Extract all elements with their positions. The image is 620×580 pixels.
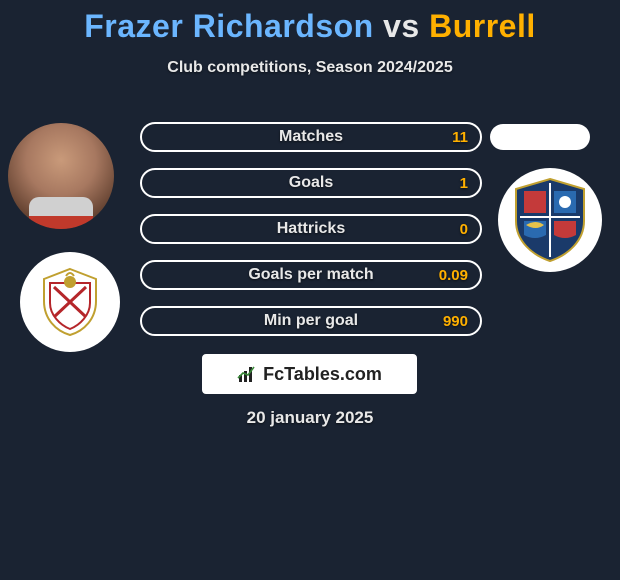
shield-icon [510,175,590,265]
stat-label: Min per goal [264,312,358,330]
stat-row: Matches 11 [140,122,482,152]
shield-icon [40,267,100,337]
stat-label: Goals per match [248,266,373,284]
date-text: 20 january 2025 [0,408,620,428]
stat-player2-value: 11 [452,129,468,146]
player2-avatar [490,124,590,150]
comparison-title: Frazer Richardson vs Burrell [0,0,620,45]
stat-row: Goals 1 [140,168,482,198]
bar-chart-icon [237,364,257,384]
stat-player2-value: 0 [460,221,468,238]
stat-label: Hattricks [277,220,345,238]
stat-row: Hattricks 0 [140,214,482,244]
stat-player2-value: 990 [443,313,468,330]
branding-text: FcTables.com [263,364,382,385]
player1-avatar [8,123,114,229]
stat-player2-value: 0.09 [439,267,468,284]
stat-player2-value: 1 [460,175,468,192]
stats-table: Matches 11 Goals 1 Hattricks 0 Goals per… [140,122,482,352]
player1-club-crest [20,252,120,352]
branding-badge: FcTables.com [202,354,417,394]
stat-label: Goals [289,174,333,192]
player1-name: Frazer Richardson [84,8,373,44]
stat-label: Matches [279,128,343,146]
stat-row: Goals per match 0.09 [140,260,482,290]
player2-club-crest [498,168,602,272]
subtitle: Club competitions, Season 2024/2025 [0,59,620,77]
stat-row: Min per goal 990 [140,306,482,336]
player2-name: Burrell [429,8,536,44]
vs-text: vs [383,8,420,44]
